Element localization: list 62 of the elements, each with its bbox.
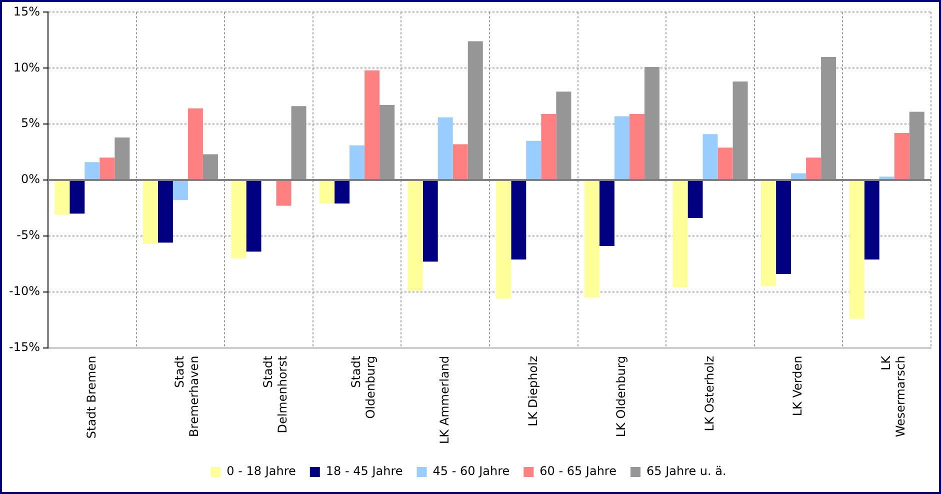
bar (188, 108, 203, 180)
bar (380, 105, 395, 180)
bar (114, 137, 130, 180)
bar (672, 180, 688, 288)
bar (849, 180, 864, 319)
bar (158, 180, 173, 243)
bar (231, 180, 246, 258)
x-tick-label: Stadt Bremen (84, 356, 98, 439)
x-tick-label: LK Osterholz (702, 356, 716, 432)
bar (422, 180, 438, 262)
bar (408, 180, 423, 291)
bar (70, 180, 85, 214)
y-tick-label: -10% (8, 284, 40, 298)
x-tick-label: LK Diepholz (526, 356, 540, 426)
bar (84, 162, 100, 180)
y-tick-label: 10% (13, 60, 40, 74)
bar (350, 145, 365, 180)
y-tick-label: -5% (16, 228, 40, 242)
bar (334, 180, 350, 204)
bar (894, 133, 910, 180)
x-tick-label: Stadt Delmenhorst (260, 356, 290, 434)
bar (142, 180, 158, 244)
x-tick-label: LK Oldenburg (614, 356, 628, 438)
bar (54, 180, 70, 215)
bar (776, 180, 792, 274)
bar (761, 180, 776, 286)
bar (276, 180, 292, 206)
bar (599, 180, 614, 246)
bar (496, 180, 512, 299)
bar (806, 158, 822, 180)
y-tick-label: -15% (8, 340, 40, 354)
bar (364, 70, 380, 180)
legend-label: 65 Jahre u. ä. (646, 464, 726, 478)
bar (246, 180, 262, 252)
legend-label: 45 - 60 Jahre (432, 464, 510, 478)
bar (511, 180, 526, 260)
bar (702, 134, 718, 180)
bar (172, 180, 188, 200)
bar (614, 116, 630, 180)
x-tick-label: Stadt Bremerhaven (172, 356, 201, 437)
legend-label: 18 - 45 Jahre (326, 464, 403, 478)
bar (320, 180, 335, 204)
bar (864, 180, 880, 260)
x-tick-label: LK Verden (790, 356, 805, 416)
bar (526, 140, 542, 180)
y-tick-label: 15% (13, 4, 40, 18)
x-tick-label: LK Ammerland (437, 356, 452, 444)
bar (452, 144, 468, 180)
bar (688, 180, 703, 218)
bar (718, 148, 733, 180)
bar (584, 180, 600, 298)
bar (202, 154, 218, 180)
y-tick-label: 5% (20, 116, 40, 130)
bar (541, 114, 556, 180)
x-tick-label: LK Wesermarsch (878, 354, 908, 438)
x-tick-label: Stadt Oldenburg (349, 356, 378, 419)
bar (100, 158, 115, 180)
legend-label: 60 - 65 Jahre (540, 464, 616, 478)
bar (438, 117, 453, 180)
bar (629, 114, 644, 180)
y-tick-label: 0% (20, 172, 40, 186)
legend-label: 0 - 18 Jahre (226, 464, 296, 478)
